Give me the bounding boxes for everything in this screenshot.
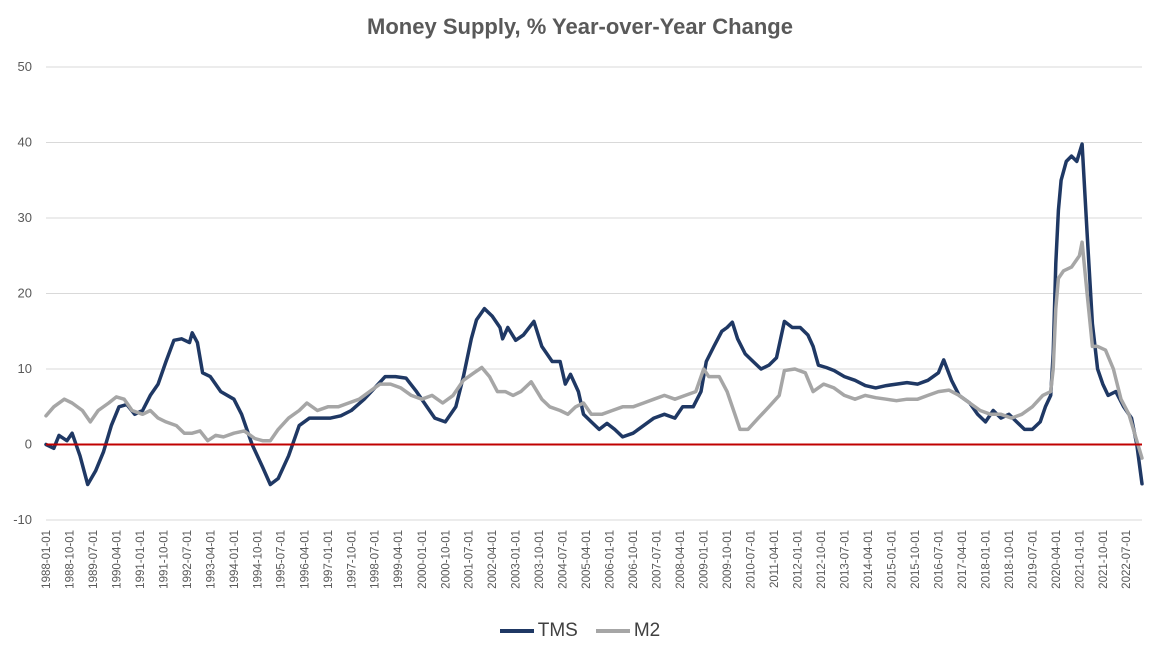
y-tick-label: 20	[18, 286, 32, 301]
x-tick-label: 2001-07-01	[464, 530, 476, 589]
x-tick-label: 1989-07-01	[88, 530, 100, 589]
x-tick-label: 1998-07-01	[370, 530, 382, 589]
x-tick-label: 2003-10-01	[534, 530, 546, 589]
x-tick-label: 2004-07-01	[558, 530, 570, 589]
x-tick-label: 1997-01-01	[323, 530, 335, 589]
y-tick-label: 10	[18, 361, 32, 376]
x-tick-label: 2000-01-01	[417, 530, 429, 589]
series-line-m2	[44, 240, 1144, 460]
x-tick-label: 1999-04-01	[393, 530, 405, 589]
x-tick-label: 1995-07-01	[276, 530, 288, 589]
x-tick-label: 2005-04-01	[581, 530, 593, 589]
legend: TMS M2	[0, 620, 1160, 642]
x-tick-label: 2017-04-01	[957, 530, 969, 589]
x-tick-label: 2003-01-01	[511, 530, 523, 589]
x-tick-label: 2000-10-01	[440, 530, 452, 589]
x-tick-label: 1994-10-01	[252, 530, 264, 589]
x-tick-label: 2010-07-01	[745, 530, 757, 589]
x-tick-label: 2018-10-01	[1004, 530, 1016, 589]
x-tick-label: 1996-04-01	[299, 530, 311, 589]
chart-title: Money Supply, % Year-over-Year Change	[367, 14, 793, 39]
x-tick-label: 2012-10-01	[816, 530, 828, 589]
x-tick-label: 1992-07-01	[182, 530, 194, 589]
x-tick-label: 1988-01-01	[41, 530, 53, 589]
legend-item-m2: M2	[595, 620, 661, 642]
x-tick-label: 1994-01-01	[229, 530, 241, 589]
x-tick-label: 2007-07-01	[651, 530, 663, 589]
x-tick-label: 1997-10-01	[346, 530, 358, 589]
x-tick-label: 2019-07-01	[1027, 530, 1039, 589]
x-tick-label: 2016-07-01	[933, 530, 945, 589]
x-tick-label: 1990-04-01	[111, 530, 123, 589]
x-tick-label: 1993-04-01	[205, 530, 217, 589]
x-tick-label: 2015-01-01	[886, 530, 898, 589]
x-tick-label: 2012-01-01	[793, 530, 805, 589]
x-tick-label: 2006-10-01	[628, 530, 640, 589]
legend-label: TMS	[537, 620, 578, 641]
y-tick-label: -10	[13, 512, 32, 527]
x-tick-label: 1991-10-01	[158, 530, 170, 589]
y-tick-label: 50	[18, 59, 32, 74]
y-tick-label: 40	[18, 135, 32, 150]
x-tick-label: 2020-04-01	[1051, 530, 1063, 589]
y-tick-label: 30	[18, 210, 32, 225]
legend-swatch	[499, 629, 534, 633]
x-tick-label: 1991-01-01	[135, 530, 147, 589]
x-tick-label: 1988-10-01	[64, 530, 76, 589]
series-line-tms	[44, 142, 1144, 487]
x-tick-label: 2021-01-01	[1074, 530, 1086, 589]
x-tick-label: 2022-07-01	[1121, 530, 1133, 589]
x-tick-label: 2009-01-01	[699, 530, 711, 589]
legend-item-tms: TMS	[499, 620, 578, 642]
x-tick-label: 2011-04-01	[769, 530, 781, 588]
x-tick-label: 2002-04-01	[487, 530, 499, 589]
legend-swatch	[595, 629, 630, 633]
x-tick-label: 2009-10-01	[722, 530, 734, 589]
x-tick-label: 2006-01-01	[605, 530, 617, 589]
x-tick-label: 2014-04-01	[863, 530, 875, 589]
x-tick-label: 2021-10-01	[1098, 530, 1110, 589]
x-tick-label: 2008-04-01	[675, 530, 687, 589]
x-tick-label: 2018-01-01	[980, 530, 992, 589]
x-tick-label: 2015-10-01	[910, 530, 922, 589]
x-tick-label: 2013-07-01	[839, 530, 851, 589]
y-tick-label: 0	[25, 437, 32, 452]
legend-label: M2	[633, 620, 661, 641]
